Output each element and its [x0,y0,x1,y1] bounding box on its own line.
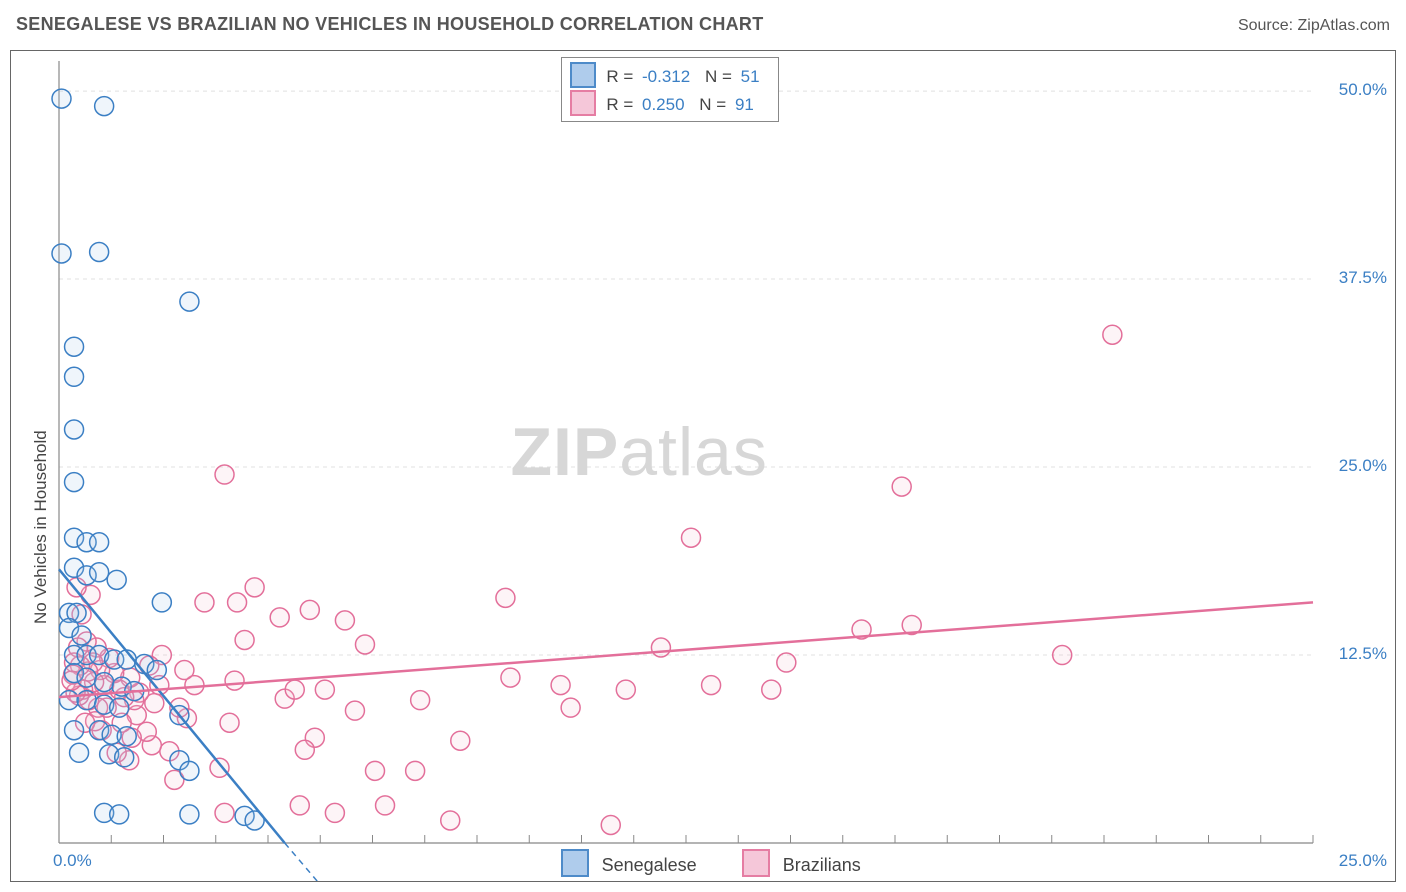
x-tick-label: 0.0% [53,851,92,871]
x-tick-label: 25.0% [1339,851,1387,871]
legend-n-label: N = [705,67,732,86]
legend-swatch [570,90,596,116]
legend-r-label: R = [606,95,633,114]
y-tick-label: 12.5% [1339,644,1387,664]
legend-swatch [742,849,770,877]
chart-title: SENEGALESE VS BRAZILIAN NO VEHICLES IN H… [16,14,764,35]
legend-r-value: 0.250 [642,95,685,114]
legend-n-value: 51 [741,67,760,86]
y-tick-label: 50.0% [1339,80,1387,100]
legend-series-name: Brazilians [783,855,861,875]
legend-n-value: 91 [735,95,754,114]
y-tick-label: 25.0% [1339,456,1387,476]
series-legend: Senegalese Brazilians [561,849,901,877]
legend-swatch [561,849,589,877]
chart-container: No Vehicles in Household ZIPatlas R = -0… [10,50,1396,882]
y-axis-label: No Vehicles in Household [31,430,51,624]
legend-series-name: Senegalese [602,855,697,875]
correlation-legend: R = -0.312 N = 51 R = 0.250 N = 91 [561,57,779,122]
legend-r-value: -0.312 [642,67,690,86]
legend-r-label: R = [606,67,633,86]
title-bar: SENEGALESE VS BRAZILIAN NO VEHICLES IN H… [16,14,1390,35]
source-attribution: Source: ZipAtlas.com [1238,17,1390,35]
legend-item: Brazilians [742,855,861,875]
legend-swatch [570,62,596,88]
legend-item: Senegalese [561,855,702,875]
scatter-plot [11,51,1395,881]
legend-n-label: N = [699,95,726,114]
legend-row: R = 0.250 N = 91 [570,90,770,118]
legend-row: R = -0.312 N = 51 [570,62,770,90]
y-tick-label: 37.5% [1339,268,1387,288]
